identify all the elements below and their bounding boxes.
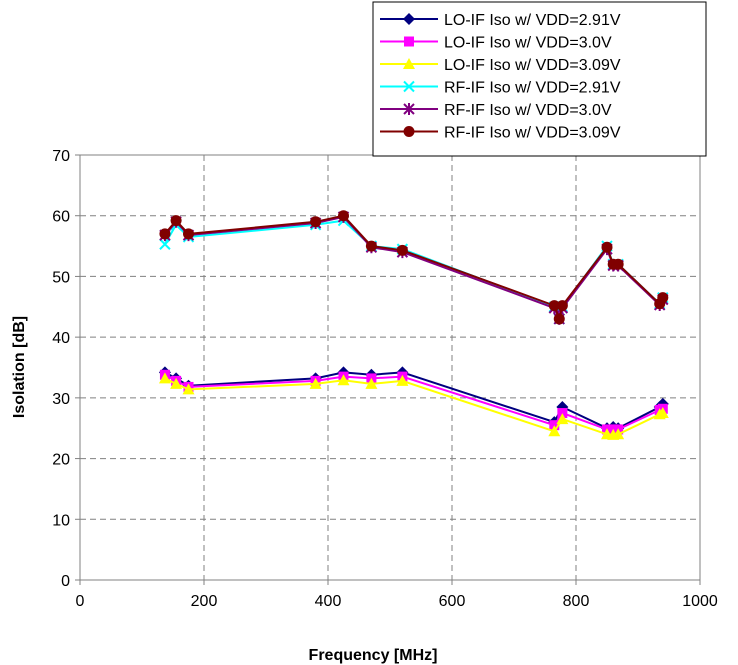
data-point-triangle [556,413,569,425]
series-line [164,377,664,436]
data-point-circle [170,215,182,227]
data-point-circle [183,228,194,240]
data-point-circle [365,240,377,252]
y-tick-label: 70 [52,148,70,165]
data-point-circle [310,216,322,228]
data-point-circle [338,210,349,222]
data-point-circle [612,258,624,270]
data-point-square [557,408,568,419]
data-point-triangle [612,428,625,440]
grid-lines [80,155,700,580]
series-line [164,219,664,323]
data-point-triangle [365,377,378,389]
y-tick-label: 0 [61,573,70,590]
x-tick-label: 400 [315,593,342,610]
data-point-triangle [170,377,183,389]
legend-box [372,1,707,157]
y-tick-label: 60 [52,209,70,226]
data-point-circle [601,241,613,253]
x-tick-label: 0 [76,593,85,610]
series-3 [158,372,669,440]
data-point-circle [553,313,565,325]
data-point-circle [548,300,560,312]
data-point-circle [657,292,669,304]
legend-label: RF-IF Iso w/ VDD=3.0V [444,102,612,119]
data-point-triangle [182,383,195,395]
legend-label: RF-IF Iso w/ VDD=3.09V [444,125,621,142]
y-tick-label: 30 [52,391,70,408]
data-point-triangle [548,425,561,437]
data-point-triangle [396,374,409,386]
legend-item: RF-IF Iso w/ VDD=2.91V [380,80,621,97]
data-point-x [403,80,415,93]
y-tick-label: 50 [52,269,70,286]
data-point-triangle [158,372,171,384]
data-point-circle [403,126,415,137]
data-point-circle [556,300,568,312]
y-tick-label: 40 [52,330,70,347]
series-layer [158,210,669,440]
data-point-square [404,36,414,47]
y-tick-label: 10 [52,512,70,529]
data-point-diamond [403,13,415,25]
data-point-triangle [403,58,415,69]
data-point-triangle [656,407,669,419]
x-tick-label: 1000 [682,593,718,610]
legend-label: RF-IF Iso w/ VDD=2.91V [444,80,621,97]
legend-label: LO-IF Iso w/ VDD=2.91V [444,12,621,29]
x-axis-title: Frequency [MHz] [309,647,438,664]
axis-ticks: 0 10 20 30 40 50 60 70 0 200 400 600 800 1000 [52,148,718,610]
series-6 [159,210,669,325]
legend-item: LO-IF Iso w/ VDD=3.09V [380,57,621,74]
legend-item: LO-IF Iso w/ VDD=2.91V [380,12,621,29]
legend-item: LO-IF Iso w/ VDD=3.0V [380,35,612,52]
legend-label: LO-IF Iso w/ VDD=3.09V [444,57,621,74]
legend-label: LO-IF Iso w/ VDD=3.0V [444,35,612,52]
legend-item: RF-IF Iso w/ VDD=3.0V [380,102,612,119]
x-tick-label: 200 [191,593,218,610]
series-2 [159,369,668,435]
data-point-star [403,103,415,115]
data-point-square [549,420,560,431]
x-tick-label: 800 [563,593,590,610]
data-point-x [159,238,171,250]
data-point-circle [396,244,408,256]
legend: LO-IF Iso w/ VDD=2.91V LO-IF Iso w/ VDD=3… [372,1,707,157]
y-axis-title: Isolation [dB] [11,316,28,418]
data-point-triangle [309,377,322,389]
x-tick-label: 600 [439,593,466,610]
legend-item: RF-IF Iso w/ VDD=3.09V [380,125,621,142]
data-point-triangle [337,374,350,386]
data-point-circle [159,228,171,240]
y-tick-label: 20 [52,452,70,469]
